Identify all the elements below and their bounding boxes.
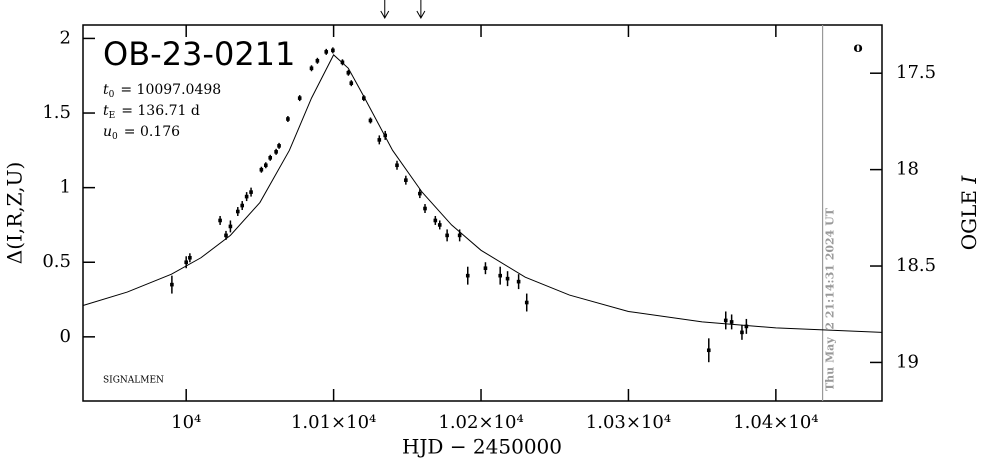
footnote: SIGNALMEN: [103, 376, 164, 386]
date-label: Thu May 2 21:14:31 2024 UT: [824, 207, 837, 391]
data-point: [315, 59, 320, 63]
y-tick-label: 0.5: [42, 251, 71, 272]
data-point: [277, 144, 281, 148]
data-point: [249, 190, 253, 194]
y2-label-italic: I: [957, 175, 981, 185]
data-point: [744, 324, 749, 329]
top-arrow: [416, 0, 426, 20]
data-point: [368, 118, 373, 123]
y-tick-label: 1: [60, 177, 71, 198]
data-point: [224, 233, 228, 238]
data-point: [309, 66, 314, 71]
x-tick-label: 1.02×10⁴: [438, 412, 523, 433]
y2-tick-label: 19: [896, 351, 919, 372]
parameter-subscript: 0: [112, 132, 118, 142]
data-point: [445, 233, 449, 238]
corner-mark: o: [853, 40, 862, 56]
x-tick-label: 1.03×10⁴: [586, 412, 671, 433]
data-point: [188, 255, 192, 260]
data-point: [184, 260, 188, 265]
y2-tick-label: 18.5: [896, 255, 936, 276]
data-point: [524, 300, 529, 305]
x-tick-label: 10⁴: [171, 412, 201, 433]
data-point: [331, 48, 335, 53]
data-point: [723, 318, 728, 323]
parameter-subscript: E: [109, 111, 116, 121]
data-point: [498, 273, 502, 278]
data-point: [423, 206, 427, 211]
parameter: tE = 136.71 d: [103, 103, 200, 121]
y2-tick-label: 17.5: [896, 62, 936, 83]
data-point: [297, 96, 302, 100]
data-point: [244, 194, 249, 199]
data-point: [274, 150, 278, 154]
data-point: [457, 233, 462, 238]
data-point: [383, 133, 388, 138]
x-axis-label: HJD − 2450000: [402, 435, 562, 459]
data-point: [505, 276, 510, 281]
data-point: [228, 224, 233, 229]
y2-label-text: OGLE: [957, 184, 981, 251]
plot-frame: [82, 24, 883, 402]
data-point: [706, 348, 711, 353]
data-point: [240, 203, 245, 208]
data-point: [516, 279, 521, 284]
parameter-symbol: t: [103, 82, 109, 98]
x-tick-label: 1.01×10⁴: [291, 412, 376, 433]
parameter-value: = 10097.0498: [120, 82, 221, 98]
data-point: [170, 282, 174, 287]
top-arrow: [380, 0, 390, 20]
data-point: [437, 223, 442, 227]
data-point: [235, 209, 240, 214]
data-point: [418, 191, 422, 196]
data-point: [729, 320, 734, 324]
data-point: [349, 81, 354, 85]
parameter-value: = 136.71 d: [121, 103, 200, 119]
parameter-subscript: 0: [109, 90, 115, 100]
parameter-value: = 0.176: [124, 124, 180, 140]
data-point: [377, 138, 382, 142]
y2-axis-label: OGLE I: [957, 175, 981, 251]
y-tick-label: 0: [60, 326, 71, 347]
chart-title: OB-23-0211: [103, 35, 295, 73]
data-point: [740, 330, 744, 335]
parameter-symbol: t: [103, 103, 109, 119]
y-axis-label: Δ(I,R,Z,U): [3, 162, 27, 264]
x-tick-label: 1.04×10⁴: [733, 412, 818, 433]
data-point: [340, 60, 345, 65]
data-point: [465, 273, 470, 278]
data-point: [404, 178, 408, 182]
y2-tick-label: 18: [896, 159, 919, 180]
y-tick-label: 2: [60, 27, 71, 48]
y-tick-label: 1.5: [42, 102, 71, 123]
parameter-symbol: u: [103, 124, 112, 140]
parameter: t0 = 10097.0498: [103, 82, 221, 100]
data-point: [286, 117, 290, 121]
parameter: u0 = 0.176: [103, 124, 180, 142]
data-point: [433, 218, 438, 223]
data-point: [483, 266, 488, 271]
data-point: [346, 70, 351, 75]
data-point: [395, 163, 399, 168]
data-point: [263, 163, 268, 168]
data-point: [259, 167, 264, 172]
data-point: [324, 50, 329, 54]
data-point: [362, 96, 366, 100]
data-point: [268, 155, 273, 160]
data-point: [218, 218, 222, 223]
